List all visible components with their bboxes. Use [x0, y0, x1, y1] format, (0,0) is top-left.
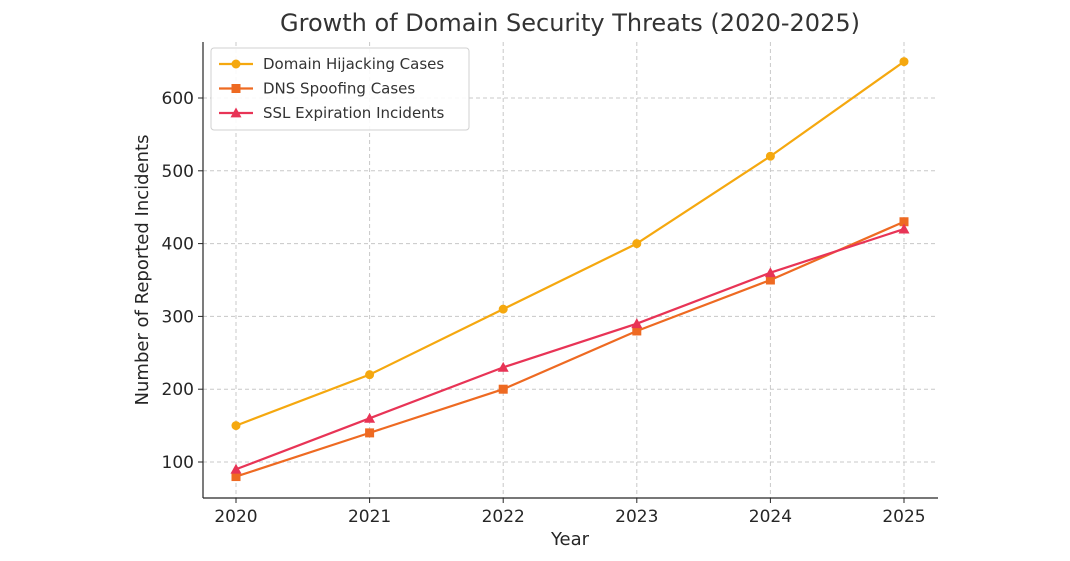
legend-marker-dns-spoofing-cases: [231, 84, 241, 93]
legend: Domain Hijacking Cases DNS Spoofing Cases…: [210, 47, 470, 131]
data-point-dns-spoofing-cases: [632, 326, 642, 336]
data-point-dns-spoofing-cases: [899, 217, 909, 227]
data-point-dns-spoofing-cases: [365, 428, 375, 438]
y-tick-label: 300: [162, 307, 194, 327]
legend-box: [210, 47, 470, 131]
series-line-dns-spoofing-cases: [235, 220, 905, 478]
legend-label-ssl-expiration-incidents: SSL Expiration Incidents: [263, 104, 445, 122]
x-tick-label: 2021: [348, 507, 391, 527]
data-point-ssl-expiration-incidents: [631, 318, 643, 329]
data-point-ssl-expiration-incidents: [364, 412, 376, 423]
x-axis-label: Year: [550, 529, 590, 550]
data-point-dns-spoofing-cases: [765, 275, 775, 285]
data-point-ssl-expiration-incidents: [898, 223, 910, 234]
legend-label-domain-hijacking-cases: Domain Hijacking Cases: [263, 55, 444, 73]
data-point-dns-spoofing-cases: [498, 384, 508, 394]
x-tick-label: 2022: [482, 507, 525, 527]
legend-marker-ssl-expiration-incidents: [230, 107, 242, 118]
data-point-dns-spoofing-cases: [231, 472, 241, 482]
y-axis-label: Number of Reported Incidents: [132, 135, 153, 406]
series-line-ssl-expiration-incidents: [235, 227, 905, 471]
chart-title: Growth of Domain Security Threats (2020-…: [280, 9, 860, 37]
legend-marker-domain-hijacking-cases: [231, 59, 241, 69]
series-lines: [230, 57, 910, 482]
axis-ticks: 2020 2021 2022 2023 2024 2025 100 200 300 400 500 6…: [162, 89, 926, 527]
y-tick-label: 600: [162, 89, 194, 109]
data-point-domain-hijacking-cases: [765, 151, 775, 161]
x-tick-label: 2023: [615, 507, 658, 527]
y-tick-label: 100: [162, 453, 194, 473]
y-tick-label: 200: [162, 380, 194, 400]
data-point-domain-hijacking-cases: [365, 370, 375, 380]
legend-label-dns-spoofing-cases: DNS Spoofing Cases: [263, 80, 415, 98]
data-point-ssl-expiration-incidents: [764, 267, 776, 278]
y-tick-label: 400: [162, 235, 194, 255]
data-point-domain-hijacking-cases: [231, 421, 241, 431]
x-tick-label: 2024: [749, 507, 792, 527]
data-point-domain-hijacking-cases: [899, 57, 909, 67]
x-tick-label: 2020: [214, 507, 257, 527]
data-point-ssl-expiration-incidents: [497, 361, 509, 372]
data-point-ssl-expiration-incidents: [230, 463, 242, 474]
data-point-domain-hijacking-cases: [498, 304, 508, 314]
series-line-domain-hijacking-cases: [235, 60, 905, 427]
y-tick-label: 500: [162, 162, 194, 182]
x-tick-label: 2025: [882, 507, 925, 527]
data-point-domain-hijacking-cases: [632, 239, 642, 249]
